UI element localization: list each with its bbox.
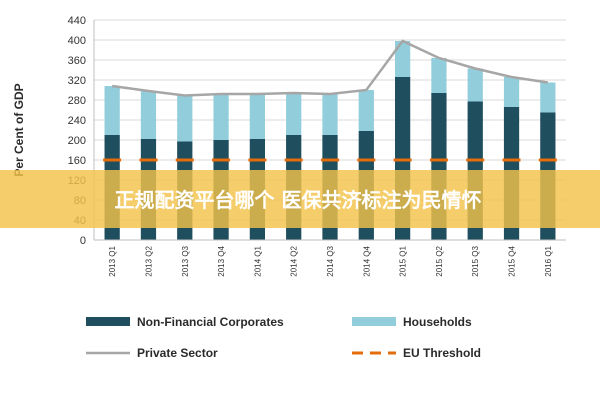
- bar-households: [177, 95, 193, 142]
- y-tick-label: 320: [68, 75, 86, 87]
- x-tick-label: 2013 Q2: [144, 245, 153, 276]
- x-tick-label: 2016 Q1: [544, 245, 553, 276]
- x-tick-label: 2013 Q1: [108, 245, 117, 276]
- banner-band: [0, 170, 600, 228]
- y-tick-label: 0: [80, 235, 86, 247]
- bar-households: [213, 94, 229, 140]
- legend-label-private-sector: Private Sector: [137, 346, 218, 360]
- legend-label-non-financial: Non-Financial Corporates: [137, 315, 284, 329]
- y-tick-label: 360: [68, 55, 86, 67]
- legend-swatch-non-financial: [86, 317, 130, 326]
- bar-households: [358, 90, 374, 131]
- x-tick-label: 2014 Q1: [253, 245, 262, 276]
- bar-households: [322, 94, 338, 135]
- x-tick-label: 2014 Q3: [326, 245, 335, 276]
- y-tick-label: 200: [68, 135, 86, 147]
- legend-label-households: Households: [403, 315, 472, 329]
- legend-swatch-households: [352, 317, 396, 326]
- x-tick-label: 2013 Q4: [217, 245, 226, 276]
- bar-households: [503, 77, 520, 107]
- legend: Non-Financial Corporates Households Priv…: [86, 315, 481, 360]
- legend-label-eu-threshold: EU Threshold: [403, 346, 481, 360]
- y-tick-label: 440: [68, 15, 86, 27]
- banner-overlay: 正规配资平台哪个 医保共济标注为民情怀: [0, 170, 600, 228]
- bar-households: [286, 93, 302, 135]
- x-tick-label: 2014 Q4: [362, 245, 371, 276]
- bar-households: [104, 86, 120, 135]
- y-tick-label: 400: [68, 35, 86, 47]
- bar-households: [431, 58, 447, 93]
- line-private-sector: [111, 39, 549, 97]
- bar-households: [140, 91, 157, 139]
- y-axis-label: Per Cent of GDP: [12, 83, 26, 176]
- bar-households: [467, 68, 483, 102]
- x-tick-label: 2015 Q3: [471, 245, 480, 276]
- x-tick-label: 2015 Q4: [508, 245, 517, 276]
- banner-text: 正规配资平台哪个 医保共济标注为民情怀: [115, 188, 482, 212]
- x-tick-label: 2013 Q3: [181, 245, 190, 276]
- y-tick-label: 160: [68, 155, 86, 167]
- x-tick-label: 2015 Q2: [435, 245, 444, 276]
- bar-households: [249, 94, 266, 139]
- series-lines: [103, 39, 557, 162]
- bar-households: [540, 82, 556, 113]
- bar-households: [394, 41, 411, 77]
- y-tick-label: 240: [68, 115, 86, 127]
- x-tick-labels: 2013 Q1 2013 Q2 2013 Q3 2013 Q4 2014 Q1 2014 …: [108, 245, 553, 276]
- y-tick-label: 280: [68, 95, 86, 107]
- x-tick-label: 2015 Q1: [399, 245, 408, 276]
- x-tick-label: 2014 Q2: [290, 245, 299, 276]
